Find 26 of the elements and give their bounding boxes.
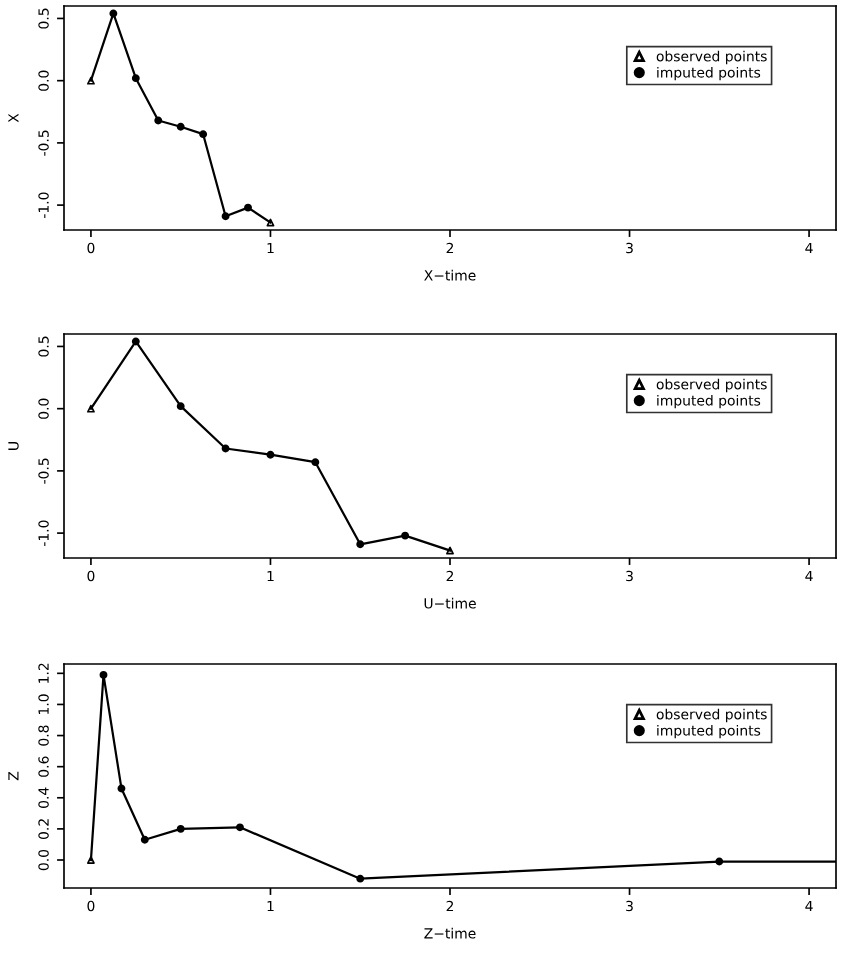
- point: [140, 835, 149, 844]
- point: [236, 823, 244, 832]
- point: [244, 203, 252, 212]
- point: [109, 9, 118, 18]
- point: [715, 857, 724, 866]
- point: [266, 218, 275, 227]
- point: [266, 450, 275, 459]
- point: [176, 122, 185, 131]
- point: [176, 824, 185, 833]
- point: [86, 404, 95, 413]
- point: [221, 444, 230, 453]
- point: [446, 546, 454, 555]
- point: [356, 874, 365, 883]
- point: [311, 458, 320, 467]
- point: [131, 337, 140, 346]
- point: [401, 531, 410, 540]
- point: [86, 856, 95, 864]
- point: [356, 540, 365, 549]
- point: [154, 116, 163, 125]
- point: [86, 76, 95, 85]
- point: [199, 130, 208, 139]
- point: [176, 402, 185, 411]
- point: [131, 74, 140, 83]
- point: [117, 784, 126, 793]
- point: [221, 212, 230, 221]
- point: [99, 670, 108, 679]
